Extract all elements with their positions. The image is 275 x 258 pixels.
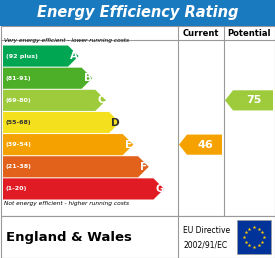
Polygon shape bbox=[3, 156, 149, 177]
Text: (81-91): (81-91) bbox=[6, 76, 32, 81]
Polygon shape bbox=[3, 178, 164, 199]
Bar bbox=[1, 26, 274, 216]
Text: Current: Current bbox=[183, 28, 219, 37]
Text: Very energy efficient - lower running costs: Very energy efficient - lower running co… bbox=[4, 38, 129, 43]
Bar bbox=[1, 216, 274, 257]
Text: 2002/91/EC: 2002/91/EC bbox=[183, 240, 227, 249]
Text: Potential: Potential bbox=[228, 28, 271, 37]
Text: C: C bbox=[97, 95, 105, 105]
Bar bbox=[237, 220, 271, 254]
Text: G: G bbox=[155, 184, 164, 194]
Bar bbox=[0, 0, 275, 26]
Text: Not energy efficient - higher running costs: Not energy efficient - higher running co… bbox=[4, 201, 129, 206]
Text: Energy Efficiency Rating: Energy Efficiency Rating bbox=[37, 5, 238, 20]
Polygon shape bbox=[3, 112, 120, 133]
Text: EU Directive: EU Directive bbox=[183, 226, 230, 235]
Polygon shape bbox=[179, 135, 222, 155]
Text: (1-20): (1-20) bbox=[6, 187, 28, 191]
Text: 46: 46 bbox=[198, 140, 213, 150]
Polygon shape bbox=[3, 68, 92, 89]
Text: (92 plus): (92 plus) bbox=[6, 54, 38, 59]
Text: B: B bbox=[84, 73, 92, 83]
Text: A: A bbox=[70, 51, 78, 61]
Text: (55-68): (55-68) bbox=[6, 120, 32, 125]
Text: 75: 75 bbox=[246, 95, 262, 105]
Text: England & Wales: England & Wales bbox=[6, 230, 132, 244]
Polygon shape bbox=[3, 45, 79, 67]
Text: (69-80): (69-80) bbox=[6, 98, 32, 103]
Text: (21-38): (21-38) bbox=[6, 164, 32, 169]
Polygon shape bbox=[3, 90, 106, 111]
Text: F: F bbox=[140, 162, 147, 172]
Polygon shape bbox=[3, 134, 133, 155]
Text: (39-54): (39-54) bbox=[6, 142, 32, 147]
Text: D: D bbox=[111, 117, 119, 127]
Text: E: E bbox=[125, 140, 132, 150]
Polygon shape bbox=[225, 90, 273, 110]
